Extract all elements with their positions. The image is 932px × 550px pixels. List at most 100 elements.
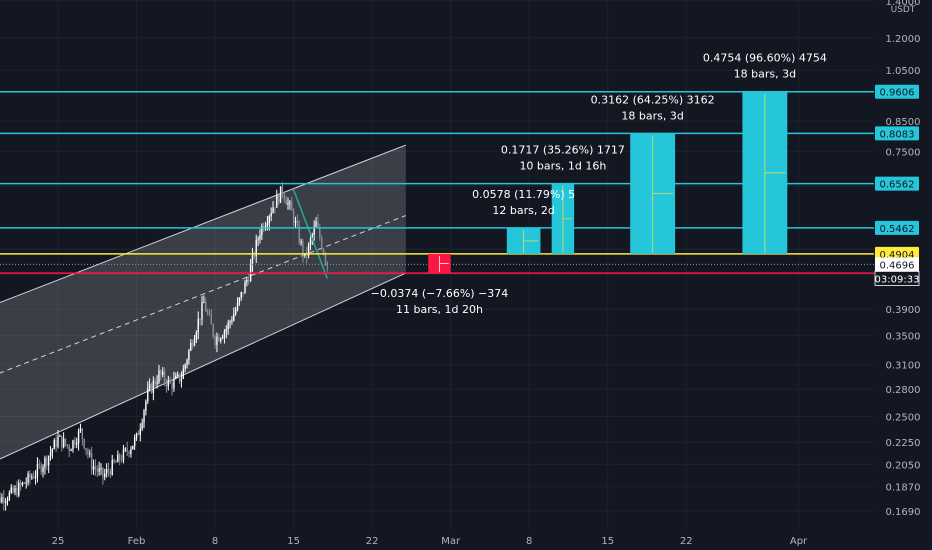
candle-body — [109, 471, 112, 475]
candle-body — [68, 446, 70, 452]
candle-body — [6, 499, 9, 502]
candle-body — [322, 248, 325, 255]
candle-body — [152, 380, 155, 393]
candle-body — [283, 193, 285, 200]
candle-body — [10, 487, 12, 493]
target-annotations: 0.0578 (11.79%) 5 12 bars, 2d 0.1717 (35.2… — [371, 52, 827, 316]
trend-lines[interactable] — [292, 189, 328, 279]
candle-body — [40, 464, 42, 473]
candle-body — [158, 370, 160, 383]
candle-body — [163, 371, 166, 382]
countdown-label: 03:09:33 — [875, 274, 920, 285]
candle-body — [193, 339, 196, 346]
price-tick-label: 1.2000 — [886, 34, 921, 45]
candle-body — [218, 336, 220, 341]
price-level-tag[interactable] — [875, 126, 919, 141]
candle-body — [257, 239, 259, 241]
price-level-label: 0.9606 — [880, 88, 915, 99]
candle-body — [287, 202, 289, 205]
candle-body — [291, 202, 293, 211]
price-tick-label: 0.3900 — [886, 305, 921, 316]
candle-body — [324, 254, 327, 263]
currency-label: USDT — [891, 5, 916, 15]
candle-body — [98, 468, 100, 472]
candle-body — [227, 322, 229, 330]
candle-body — [77, 430, 80, 444]
channel-upper-line[interactable] — [0, 144, 407, 306]
candle-body — [124, 448, 127, 450]
target-box-1-text-1: 0.0578 (11.79%) 5 — [472, 188, 575, 201]
candle-body — [44, 457, 46, 468]
price-tick-label: 0.2050 — [886, 460, 921, 471]
candle-body — [61, 435, 63, 448]
price-tick-label: 0.3500 — [886, 331, 921, 342]
candle-body — [206, 311, 209, 314]
target-box-1-text-2: 12 bars, 2d — [492, 204, 554, 217]
candle-body — [169, 379, 171, 384]
candle-body — [72, 440, 74, 450]
candle-body — [182, 368, 184, 379]
price-tick-label: 0.2500 — [886, 413, 921, 424]
candle-body — [83, 438, 85, 449]
candle-body — [19, 482, 22, 485]
candle-body — [270, 212, 272, 217]
price-level-tag[interactable] — [875, 176, 919, 191]
channel-mid-line[interactable] — [0, 215, 407, 377]
candle-body — [51, 449, 54, 453]
candle-body — [21, 482, 24, 485]
candle-body — [89, 453, 91, 455]
candle-body — [107, 469, 110, 472]
candle-body — [16, 487, 18, 496]
candle-body — [154, 380, 156, 384]
candle-body — [111, 459, 113, 475]
regression-channel[interactable] — [0, 144, 407, 463]
channel-lower-line[interactable] — [0, 272, 407, 463]
last-price-tag[interactable] — [875, 257, 919, 272]
candle-body — [47, 456, 50, 466]
candle-body — [180, 378, 183, 382]
stop-box-text-1: −0.0374 (−7.66%) −374 — [371, 287, 509, 300]
candle-body — [261, 225, 263, 236]
candle-body — [66, 444, 69, 447]
price-level-tag[interactable] — [875, 84, 919, 99]
candle-body — [34, 475, 37, 479]
candle-body — [199, 318, 201, 320]
candle-body — [203, 302, 205, 304]
candle-body — [266, 223, 269, 226]
price-tick-label: 1.0500 — [886, 66, 921, 77]
price-levels[interactable] — [0, 90, 874, 274]
candle-body — [292, 210, 295, 223]
candle-body — [317, 221, 319, 227]
target-box-2-text-2: 10 bars, 1d 16h — [519, 160, 606, 173]
candle-body — [94, 466, 97, 469]
candle-body — [150, 384, 153, 393]
price-axis[interactable]: USDT 0.96060.80830.65620.54620.49040.453… — [874, 0, 932, 530]
candle-body — [87, 450, 89, 455]
candle-body — [225, 329, 227, 332]
candle-body — [64, 438, 67, 445]
trend-line[interactable] — [292, 189, 328, 279]
candle-body — [119, 454, 121, 461]
candle-body — [173, 378, 175, 389]
candle-body — [148, 384, 151, 389]
candle-body — [128, 451, 130, 454]
price-level-tag[interactable] — [875, 220, 919, 235]
target-boxes[interactable] — [428, 91, 788, 274]
price-level-label: 0.6562 — [880, 180, 915, 191]
candle-body — [74, 440, 76, 445]
candle-body — [276, 194, 278, 208]
time-tick-label: 8 — [212, 536, 218, 547]
candle-body — [130, 449, 132, 454]
candle-body — [49, 452, 52, 457]
candle-body — [255, 239, 257, 257]
time-tick-label: Mar — [441, 536, 461, 547]
candle-body — [92, 466, 95, 470]
time-axis[interactable]: 25 Feb 8 15 22 Mar 8 15 22 Apr — [52, 536, 808, 547]
candle-body — [315, 221, 317, 227]
candle-body — [300, 241, 302, 243]
last-price-label: 0.4696 — [880, 260, 915, 271]
candle-body — [135, 433, 138, 438]
price-level-label: 0.8083 — [880, 129, 915, 140]
candle-body — [4, 501, 7, 504]
